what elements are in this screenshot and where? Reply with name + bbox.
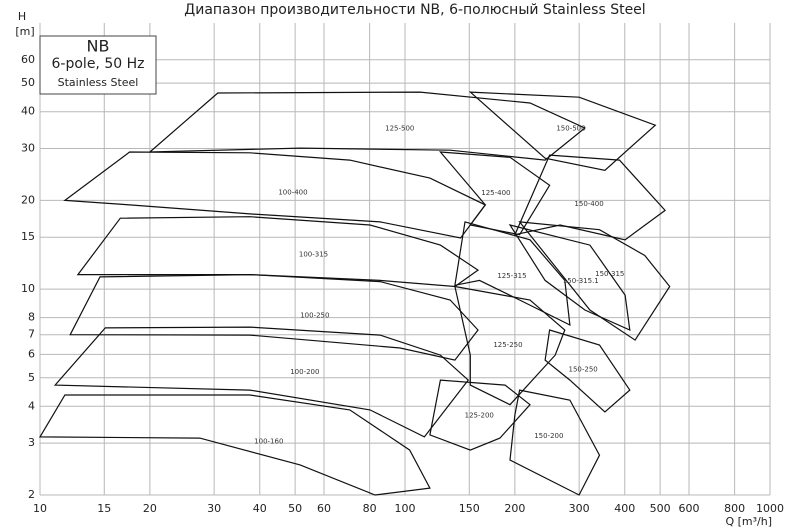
y-tick-label: 30 [21,141,35,154]
region-label: 125-200 [465,412,494,420]
region-label: 150-500 [556,125,585,133]
region-label: 100-160 [254,437,283,445]
y-tick-label: 8 [28,311,35,324]
region-label: 125-400 [481,189,510,197]
performance-region [148,91,587,161]
plot: 10 15 20 30 40 50 60 80 100 150 200 300 400 500 600 800… [21,23,784,515]
y-tick-label: 6 [28,347,35,360]
x-tick-label: 150 [459,502,480,515]
performance-region [429,379,531,451]
x-tick-label: 300 [569,502,590,515]
y-tick-label: 40 [21,105,35,118]
x-axis-label: Q [m³/h] [725,515,772,528]
region-label: 150-315.1 [563,277,599,285]
y-tick-label: 5 [28,371,35,384]
x-tick-label: 200 [504,502,525,515]
x-tick-label: 1000 [756,502,784,515]
y-tick-label: 2 [28,488,35,501]
x-tick-label: 60 [317,502,331,515]
x-tick-label: 20 [143,502,157,515]
region-label: 125-315 [497,272,526,280]
y-tick-label: 60 [21,53,35,66]
performance-region [544,329,631,413]
y-tick-label: 4 [28,399,35,412]
x-tick-label: 600 [679,502,700,515]
performance-region [468,91,657,171]
x-tick-label: 80 [363,502,377,515]
performance-region [69,273,479,361]
y-tick-label: 3 [28,436,35,449]
region-label: 150-200 [534,432,563,440]
region-label: 100-250 [300,312,329,320]
x-tick-label: 500 [650,502,671,515]
x-tick-label: 50 [288,502,302,515]
performance-region [38,394,431,496]
performance-region [513,154,666,241]
legend-box [39,35,157,95]
x-tick-label: 40 [253,502,267,515]
x-tick-label: 10 [33,502,47,515]
legend-note: Stainless Steel [58,76,139,89]
region-label: 150-400 [574,200,603,208]
chart-title: Диапазон производительности NB, 6-полюсн… [184,2,645,18]
performance-region [63,151,487,239]
x-tick-label: 100 [395,502,416,515]
region-label: 150-250 [569,366,598,374]
x-tick-label: 800 [724,502,745,515]
x-tick-label: 400 [614,502,635,515]
performance-region [439,151,551,236]
performance-region [509,389,601,496]
region-label: 100-315 [299,251,328,259]
region-label: 100-400 [278,189,307,197]
region-label: 150-315 [595,270,624,278]
x-tick-label: 30 [207,502,221,515]
legend-subtitle: 6-pole, 50 Hz [52,56,145,72]
y-tick-label: 7 [28,328,35,341]
region-label: 100-200 [290,368,319,376]
performance-region [454,285,566,406]
y-axis-label: H [18,10,26,23]
y-tick-label: 20 [21,193,35,206]
legend-title: NB [87,37,110,56]
y-tick-label: 50 [21,76,35,89]
region-label: 125-250 [493,341,522,349]
performance-region [508,224,631,331]
y-tick-label: 15 [21,230,35,243]
performance-region [518,221,671,341]
y-tick-label: 10 [21,282,35,295]
y-axis-unit: [m] [15,25,34,38]
performance-region [53,326,470,438]
x-tick-label: 15 [97,502,111,515]
region-label: 125-500 [385,124,414,132]
